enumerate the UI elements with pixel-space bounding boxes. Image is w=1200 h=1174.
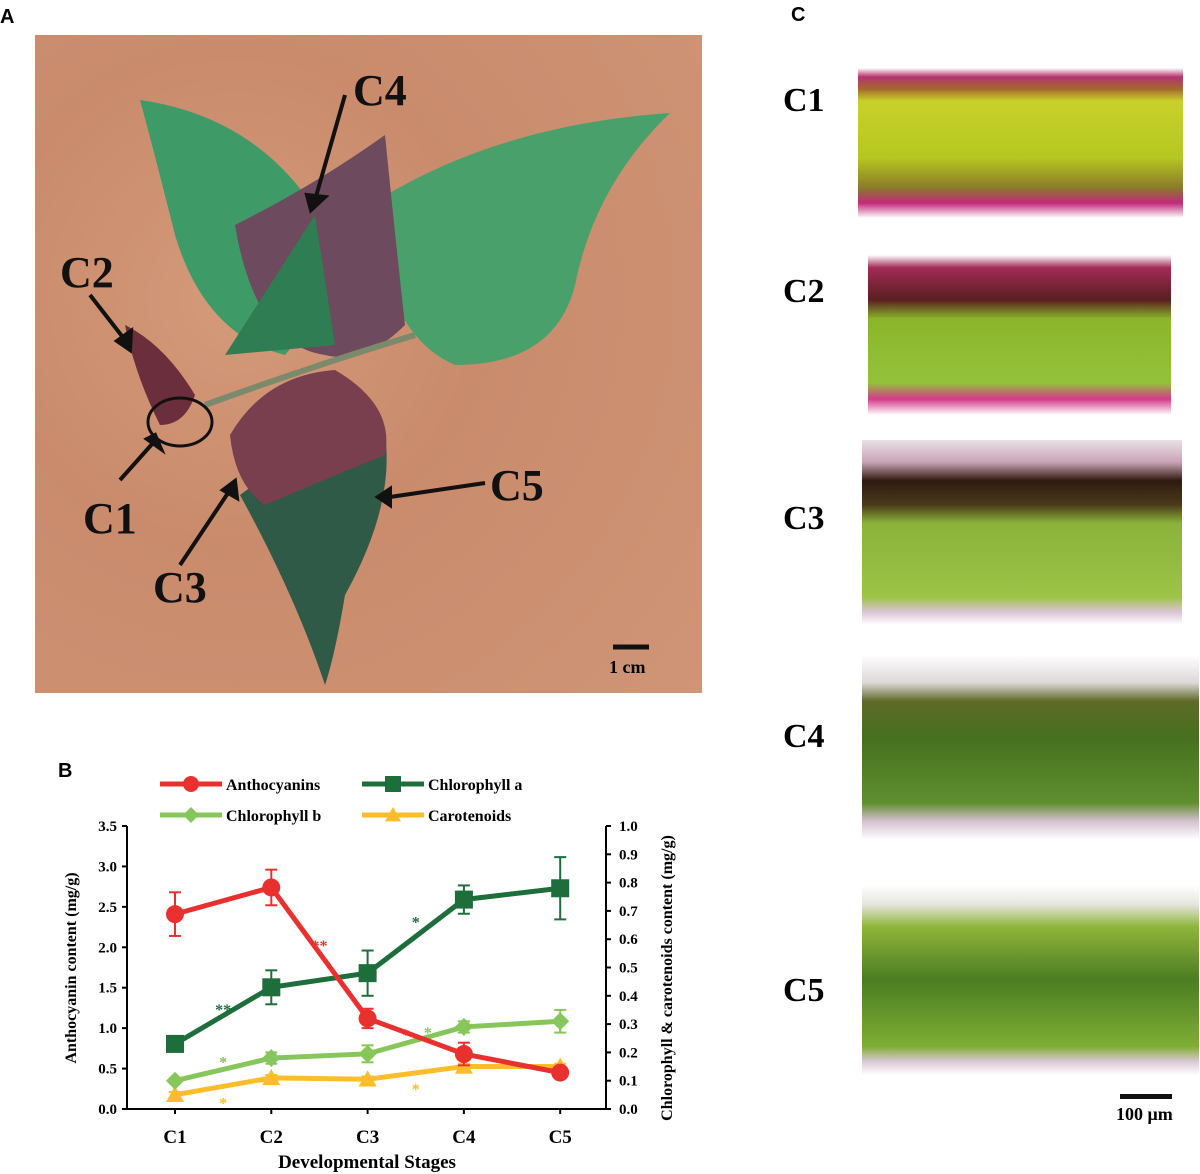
- series-chlorophyll-a: [166, 856, 570, 1053]
- y-tick-label: 1.0: [98, 1021, 117, 1037]
- photo-label-c1: C1: [83, 494, 137, 543]
- y2-tick-label: 0.5: [619, 961, 638, 977]
- legend-item: Chlorophyll a: [362, 776, 522, 794]
- data-point: [385, 776, 401, 792]
- x-tick-label: C2: [260, 1127, 283, 1148]
- y2-axis-title: Chlorophyll & carotenoids content (mg/g): [659, 835, 676, 1121]
- series-anthocyanins: [166, 868, 570, 1082]
- micrograph-label-c5: C5: [783, 972, 825, 1009]
- y2-tick-label: 0.6: [619, 932, 638, 948]
- x-tick-label: C5: [549, 1127, 572, 1148]
- y-tick-label: 1.5: [98, 981, 117, 997]
- data-point: [551, 1063, 570, 1082]
- micrograph-c3: [862, 440, 1182, 625]
- panel-label-b: B: [58, 760, 73, 782]
- data-point: [551, 879, 570, 898]
- micrograph-label-c4: C4: [783, 718, 825, 755]
- y2-tick-label: 1.0: [619, 819, 638, 835]
- significance-marker: **: [215, 1002, 231, 1019]
- significance-marker: **: [311, 938, 327, 955]
- data-point: [358, 1044, 377, 1063]
- data-point: [262, 978, 281, 997]
- data-point: [166, 1034, 184, 1053]
- significance-marker: *: [219, 1054, 227, 1071]
- y2-tick-label: 0.3: [619, 1017, 638, 1033]
- micrograph-scale-bar: [1120, 1094, 1172, 1099]
- legend-item: Carotenoids: [362, 807, 511, 825]
- data-point: [454, 890, 473, 909]
- significance-marker: *: [412, 914, 420, 931]
- y2-tick-label: 0.9: [619, 847, 638, 863]
- y-tick-label: 3.5: [98, 819, 117, 835]
- data-point: [183, 776, 199, 792]
- photo-label-c2: C2: [60, 248, 114, 297]
- significance-marker: *: [402, 1027, 410, 1044]
- photo-label-c5: C5: [490, 461, 544, 510]
- y-tick-label: 2.5: [98, 900, 117, 916]
- legend-label: Carotenoids: [428, 808, 511, 825]
- legend-item: Anthocyanins: [160, 776, 320, 794]
- x-axis-title: Developmental Stages: [278, 1152, 456, 1173]
- y2-tick-label: 0.4: [619, 989, 638, 1005]
- leaf-photo: C4 C2 C1 C3 C5 1 cm: [35, 35, 702, 693]
- y2-tick-label: 0.0: [619, 1102, 638, 1118]
- micrograph-c5: [862, 885, 1199, 1075]
- significance-marker: *: [412, 1081, 420, 1098]
- legend-label: Chlorophyll b: [226, 808, 321, 825]
- data-point: [262, 1068, 281, 1086]
- data-point: [358, 1009, 377, 1028]
- data-point: [166, 1085, 184, 1103]
- micrograph-label-c1: C1: [783, 82, 825, 119]
- legend-item: Chlorophyll b: [160, 807, 321, 825]
- panel-label-c: C: [791, 4, 806, 26]
- y-axis-title: Anthocyanin content (mg/g): [63, 872, 80, 1063]
- series-chlorophyll-b: [166, 1008, 570, 1090]
- micrograph-label-c2: C2: [783, 273, 825, 310]
- data-point: [551, 1012, 570, 1031]
- micrograph-c2: [868, 255, 1171, 415]
- micrograph-label-c3: C3: [783, 500, 825, 537]
- data-point: [166, 1071, 184, 1090]
- y2-tick-label: 0.8: [619, 876, 638, 892]
- leaf-illustration: [88, 94, 670, 685]
- data-point: [358, 1070, 377, 1087]
- significance-marker: *: [424, 1025, 432, 1042]
- y2-tick-label: 0.2: [619, 1045, 638, 1061]
- panel-label-a: A: [0, 6, 15, 28]
- y2-tick-label: 0.7: [619, 904, 638, 920]
- legend-label: Anthocyanins: [226, 777, 320, 794]
- photo-scale-bar-label: 1 cm: [609, 657, 646, 677]
- y2-tick-label: 0.1: [619, 1074, 638, 1090]
- photo-label-c3: C3: [153, 563, 207, 612]
- data-point: [358, 964, 377, 983]
- micrograph-c1: [858, 68, 1183, 218]
- data-point: [454, 1045, 473, 1064]
- data-point: [166, 905, 184, 924]
- y-tick-label: 0.5: [98, 1062, 117, 1078]
- micrograph-c4: [862, 655, 1199, 840]
- y-tick-label: 0.0: [98, 1102, 117, 1118]
- data-point: [262, 1049, 281, 1068]
- data-point: [183, 807, 199, 823]
- data-point: [262, 878, 281, 897]
- x-tick-label: C1: [163, 1127, 186, 1148]
- photo-label-c4: C4: [353, 66, 407, 115]
- y-tick-label: 2.0: [98, 940, 117, 956]
- data-point: [385, 807, 401, 822]
- x-tick-label: C3: [356, 1127, 379, 1148]
- legend-label: Chlorophyll a: [428, 777, 522, 794]
- x-tick-label: C4: [452, 1127, 476, 1148]
- significance-marker: *: [219, 1096, 227, 1113]
- data-point: [454, 1017, 473, 1036]
- micrograph-scale-bar-label: 100 μm: [1116, 1104, 1173, 1124]
- y-tick-label: 3.0: [98, 859, 117, 875]
